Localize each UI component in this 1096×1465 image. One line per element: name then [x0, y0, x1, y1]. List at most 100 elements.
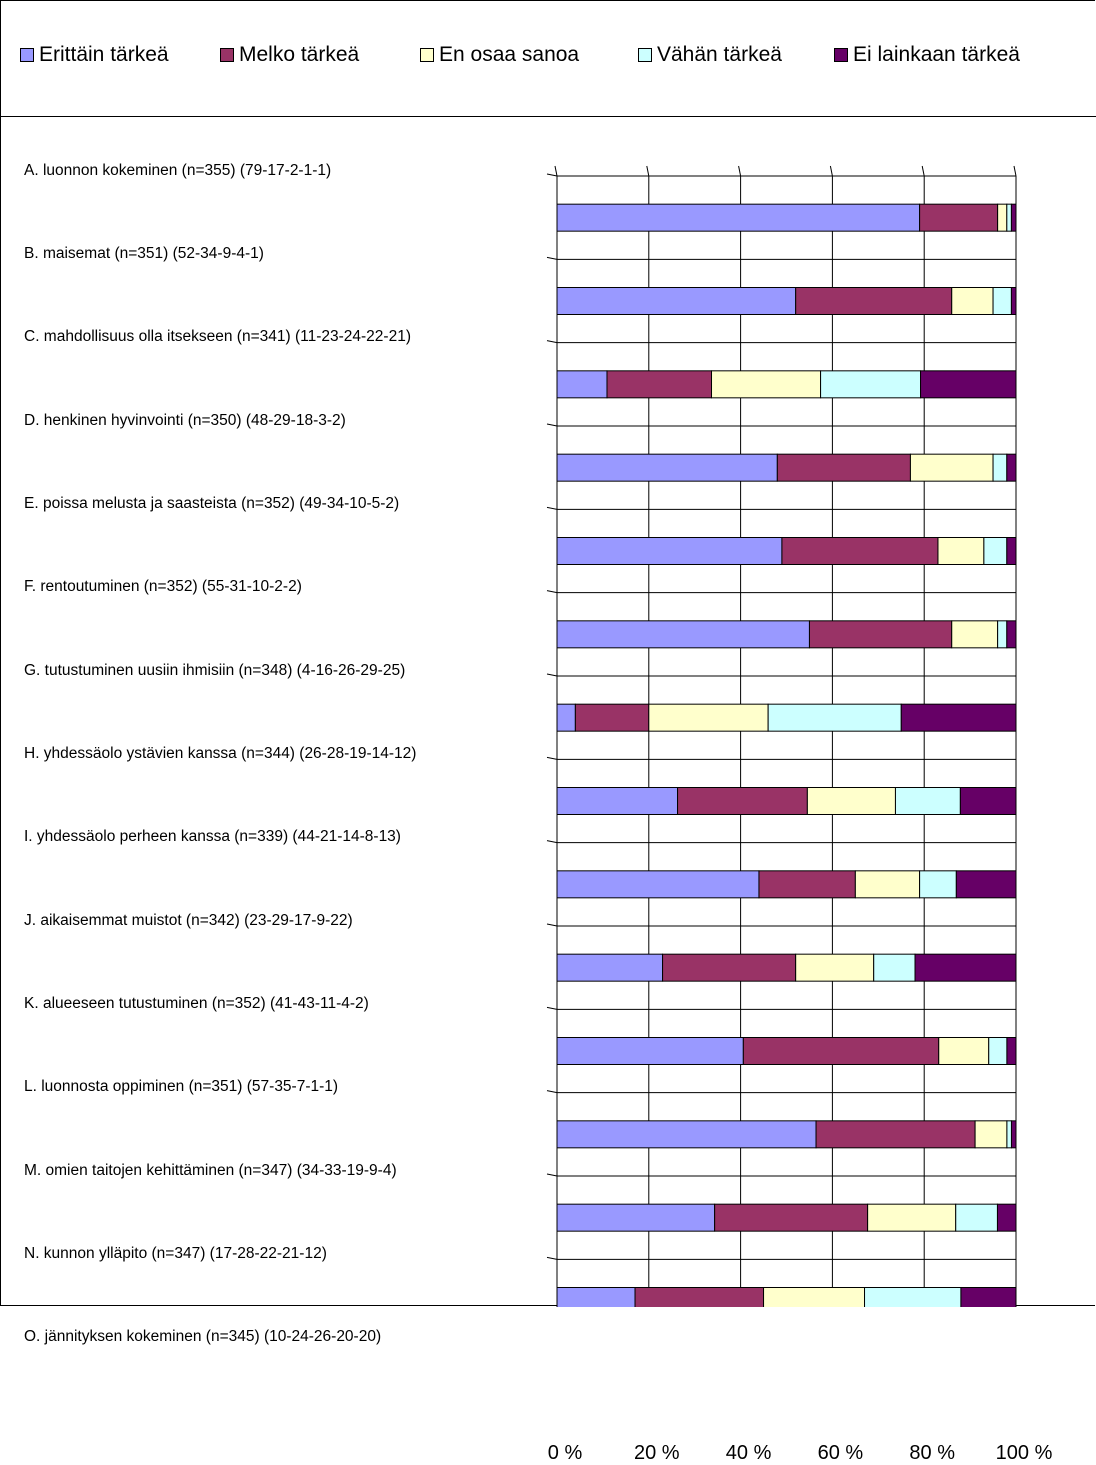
legend-label: Melko tärkeä	[239, 43, 360, 66]
y-axis-tick	[546, 756, 558, 760]
bar-segment-4-1	[556, 453, 778, 482]
legend-label: Erittäin tärkeä	[39, 43, 169, 66]
category-label: F. rentoutuminen (n=352) (55-31-10-2-2)	[24, 578, 302, 596]
bar-segment-3-3	[711, 370, 822, 399]
bar-segment-8-4	[894, 787, 961, 815]
y-axis-tick	[546, 1173, 558, 1177]
category-label: M. omien taitojen kehittäminen (n=347) (…	[24, 1161, 397, 1179]
legend-item-vahan-tarkea: Vähän tärkeä	[638, 42, 782, 68]
bar-segment-10-5	[914, 953, 1017, 982]
top-tick	[829, 165, 833, 177]
plot-background	[557, 176, 1016, 1307]
bar-segment-7-1	[556, 703, 576, 732]
bar-segment-14-4	[864, 1287, 962, 1307]
category-label: H. yhdessäolo ystävien kanssa (n=344) (2…	[24, 745, 417, 762]
category-label: L. luonnosta oppiminen (n=351) (57-35-7-…	[24, 1078, 339, 1096]
bar-segment-8-2	[677, 787, 808, 815]
legend-item-en-osaa-sanoa: En osaa sanoa	[420, 42, 579, 68]
bar-segment-7-2	[574, 703, 650, 732]
bar-segment-1-3	[997, 203, 1008, 232]
x-tick-label: 20 %	[634, 1442, 680, 1464]
y-axis-tick	[546, 423, 558, 427]
bar-segment-10-3	[795, 953, 875, 982]
bar-segment-12-3	[974, 1120, 1008, 1149]
category-label: A. luonnon kokeminen (n=355) (79-17-2-1-…	[24, 161, 332, 179]
bar-segment-1-5	[1010, 203, 1017, 232]
bar-segment-10-1	[556, 953, 664, 982]
bar-segment-9-1	[556, 870, 760, 899]
y-axis-tick	[546, 340, 558, 344]
legend-swatch	[420, 48, 434, 62]
top-tick	[921, 165, 925, 177]
bar-segment-11-4	[988, 1037, 1008, 1065]
bar-segment-5-2	[781, 537, 939, 565]
bar-segment-4-5	[1006, 453, 1017, 482]
plot-area	[546, 165, 1017, 1307]
legend-item-ei-lainkaan-tarkea: Ei lainkaan tärkeä	[834, 42, 1020, 68]
bar-segment-6-1	[556, 620, 810, 649]
bar-segment-12-2	[815, 1120, 976, 1149]
bar-segment-11-5	[1006, 1037, 1017, 1065]
y-axis-tick	[546, 840, 558, 844]
bar-segment-12-4	[1006, 1120, 1012, 1149]
bar-segment-11-2	[742, 1037, 940, 1065]
category-label: I. yhdessäolo perheen kanssa (n=339) (44…	[24, 828, 401, 846]
bar-segment-2-4	[992, 287, 1012, 315]
legend-swatch	[20, 48, 34, 62]
bar-segment-3-2	[606, 370, 713, 399]
legend-item-melko-tarkea: Melko tärkeä	[220, 42, 359, 68]
bar-segment-10-2	[662, 953, 797, 982]
legend-item-erittain-tarkea: Erittäin tärkeä	[20, 42, 169, 68]
legend-swatch	[220, 48, 234, 62]
top-tick	[554, 165, 558, 177]
bar-segment-11-3	[938, 1037, 990, 1065]
category-label: E. poissa melusta ja saasteista (n=352) …	[24, 495, 400, 512]
legend-label: En osaa sanoa	[439, 43, 580, 66]
x-tick-label: 60 %	[817, 1442, 864, 1464]
x-tick-label: 80 %	[909, 1442, 955, 1464]
category-label: J. aikaisemmat muistot (n=342) (23-29-17…	[24, 911, 353, 929]
bar-segment-14-2	[634, 1287, 765, 1307]
bar-segment-13-4	[955, 1203, 998, 1232]
bar-segment-5-1	[556, 537, 783, 565]
bar-segment-8-1	[556, 787, 679, 815]
bar-segment-6-2	[808, 620, 953, 649]
legend-swatch	[834, 48, 848, 62]
category-label: B. maisemat (n=351) (52-34-9-4-1)	[24, 245, 264, 262]
bar-segment-12-1	[556, 1120, 817, 1149]
category-label: K. alueeseen tutustuminen (n=352) (41-43…	[24, 995, 369, 1012]
bar-segment-6-5	[1006, 620, 1017, 649]
category-label: D. henkinen hyvinvointi (n=350) (48-29-1…	[24, 411, 346, 429]
bar-segment-8-3	[806, 787, 896, 815]
bar-segment-8-5	[959, 787, 1017, 815]
bar-segment-2-3	[951, 287, 994, 315]
bar-segment-2-2	[795, 287, 953, 315]
bar-segment-14-1	[556, 1287, 636, 1307]
bar-segment-7-3	[648, 703, 769, 732]
y-axis-tick	[546, 590, 558, 594]
y-axis-tick	[546, 673, 558, 677]
x-tick-label: 100 %	[995, 1442, 1053, 1464]
y-axis-tick	[546, 173, 558, 177]
legend-swatch	[638, 48, 652, 62]
bar-segment-6-4	[997, 620, 1008, 649]
bar-segment-1-2	[919, 203, 999, 232]
y-axis-tick	[546, 256, 558, 260]
y-axis-tick	[546, 1090, 558, 1094]
x-tick-label: 40 %	[725, 1442, 772, 1464]
y-axis-tick	[546, 1256, 558, 1260]
bar-segment-3-5	[920, 370, 1017, 399]
bar-segment-13-5	[996, 1203, 1017, 1232]
bar-segment-2-1	[556, 287, 797, 315]
legend: Erittäin tärkeä Melko tärkeä En osaa san…	[0, 0, 1096, 117]
bar-segment-11-1	[556, 1037, 744, 1065]
bar-segment-3-4	[820, 370, 922, 399]
bar-segment-4-4	[992, 453, 1008, 482]
bar-segment-12-5	[1010, 1120, 1017, 1149]
legend-label: Ei lainkaan tärkeä	[853, 43, 1020, 66]
bar-segment-4-2	[776, 453, 911, 482]
bar-segment-10-4	[873, 953, 916, 982]
bar-segment-7-4	[767, 703, 902, 732]
legend-label: Vähän tärkeä	[657, 43, 782, 66]
top-tick	[738, 165, 742, 177]
